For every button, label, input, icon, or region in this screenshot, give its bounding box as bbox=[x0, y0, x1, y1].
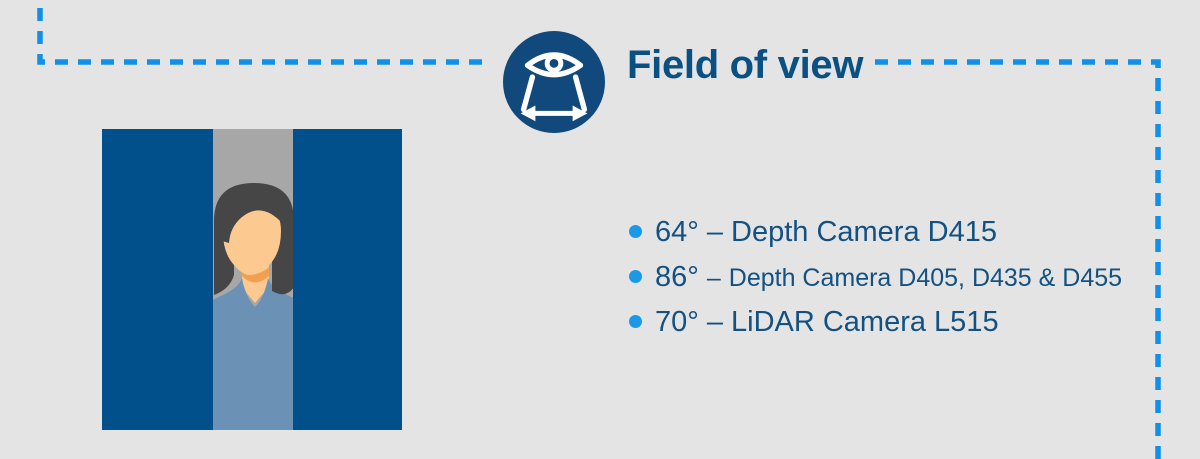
fov-label: Depth Camera D415 bbox=[731, 216, 997, 248]
fov-label: LiDAR Camera L515 bbox=[731, 306, 999, 338]
portrait-fringe bbox=[221, 196, 283, 243]
list-item-d415: 64° – Depth Camera D415 bbox=[629, 210, 1122, 255]
bullet-dot-icon bbox=[629, 224, 642, 238]
list-item-d405-d435-d455: 86° – Depth Camera D405, D435 & D455 bbox=[629, 255, 1122, 300]
fov-list: 64° – Depth Camera D415 86° – Depth Camera D… bbox=[629, 210, 1122, 345]
dash-separator: – bbox=[706, 264, 721, 292]
bullet-dot-icon bbox=[629, 314, 642, 328]
list-item-l515: 70° – LiDAR Camera L515 bbox=[629, 300, 1122, 345]
fov-angle: 64° bbox=[655, 216, 699, 248]
bullet-dot-icon bbox=[629, 269, 642, 283]
portrait-neck-shadow bbox=[242, 267, 269, 283]
eye-over-view-frustum-icon bbox=[503, 31, 605, 133]
field-of-view-badge bbox=[503, 31, 605, 133]
page-title: Field of view bbox=[627, 43, 864, 87]
fov-mask-left-panel bbox=[102, 129, 213, 430]
fov-angle: 86° bbox=[655, 261, 699, 293]
portrait-illustration bbox=[97, 129, 407, 434]
dash-separator: – bbox=[706, 216, 723, 248]
dash-separator: – bbox=[706, 306, 723, 338]
fov-label: Depth Camera D405, D435 & D455 bbox=[728, 264, 1123, 292]
fov-angle: 70° bbox=[655, 306, 699, 338]
fov-mask-right-panel bbox=[293, 129, 402, 430]
